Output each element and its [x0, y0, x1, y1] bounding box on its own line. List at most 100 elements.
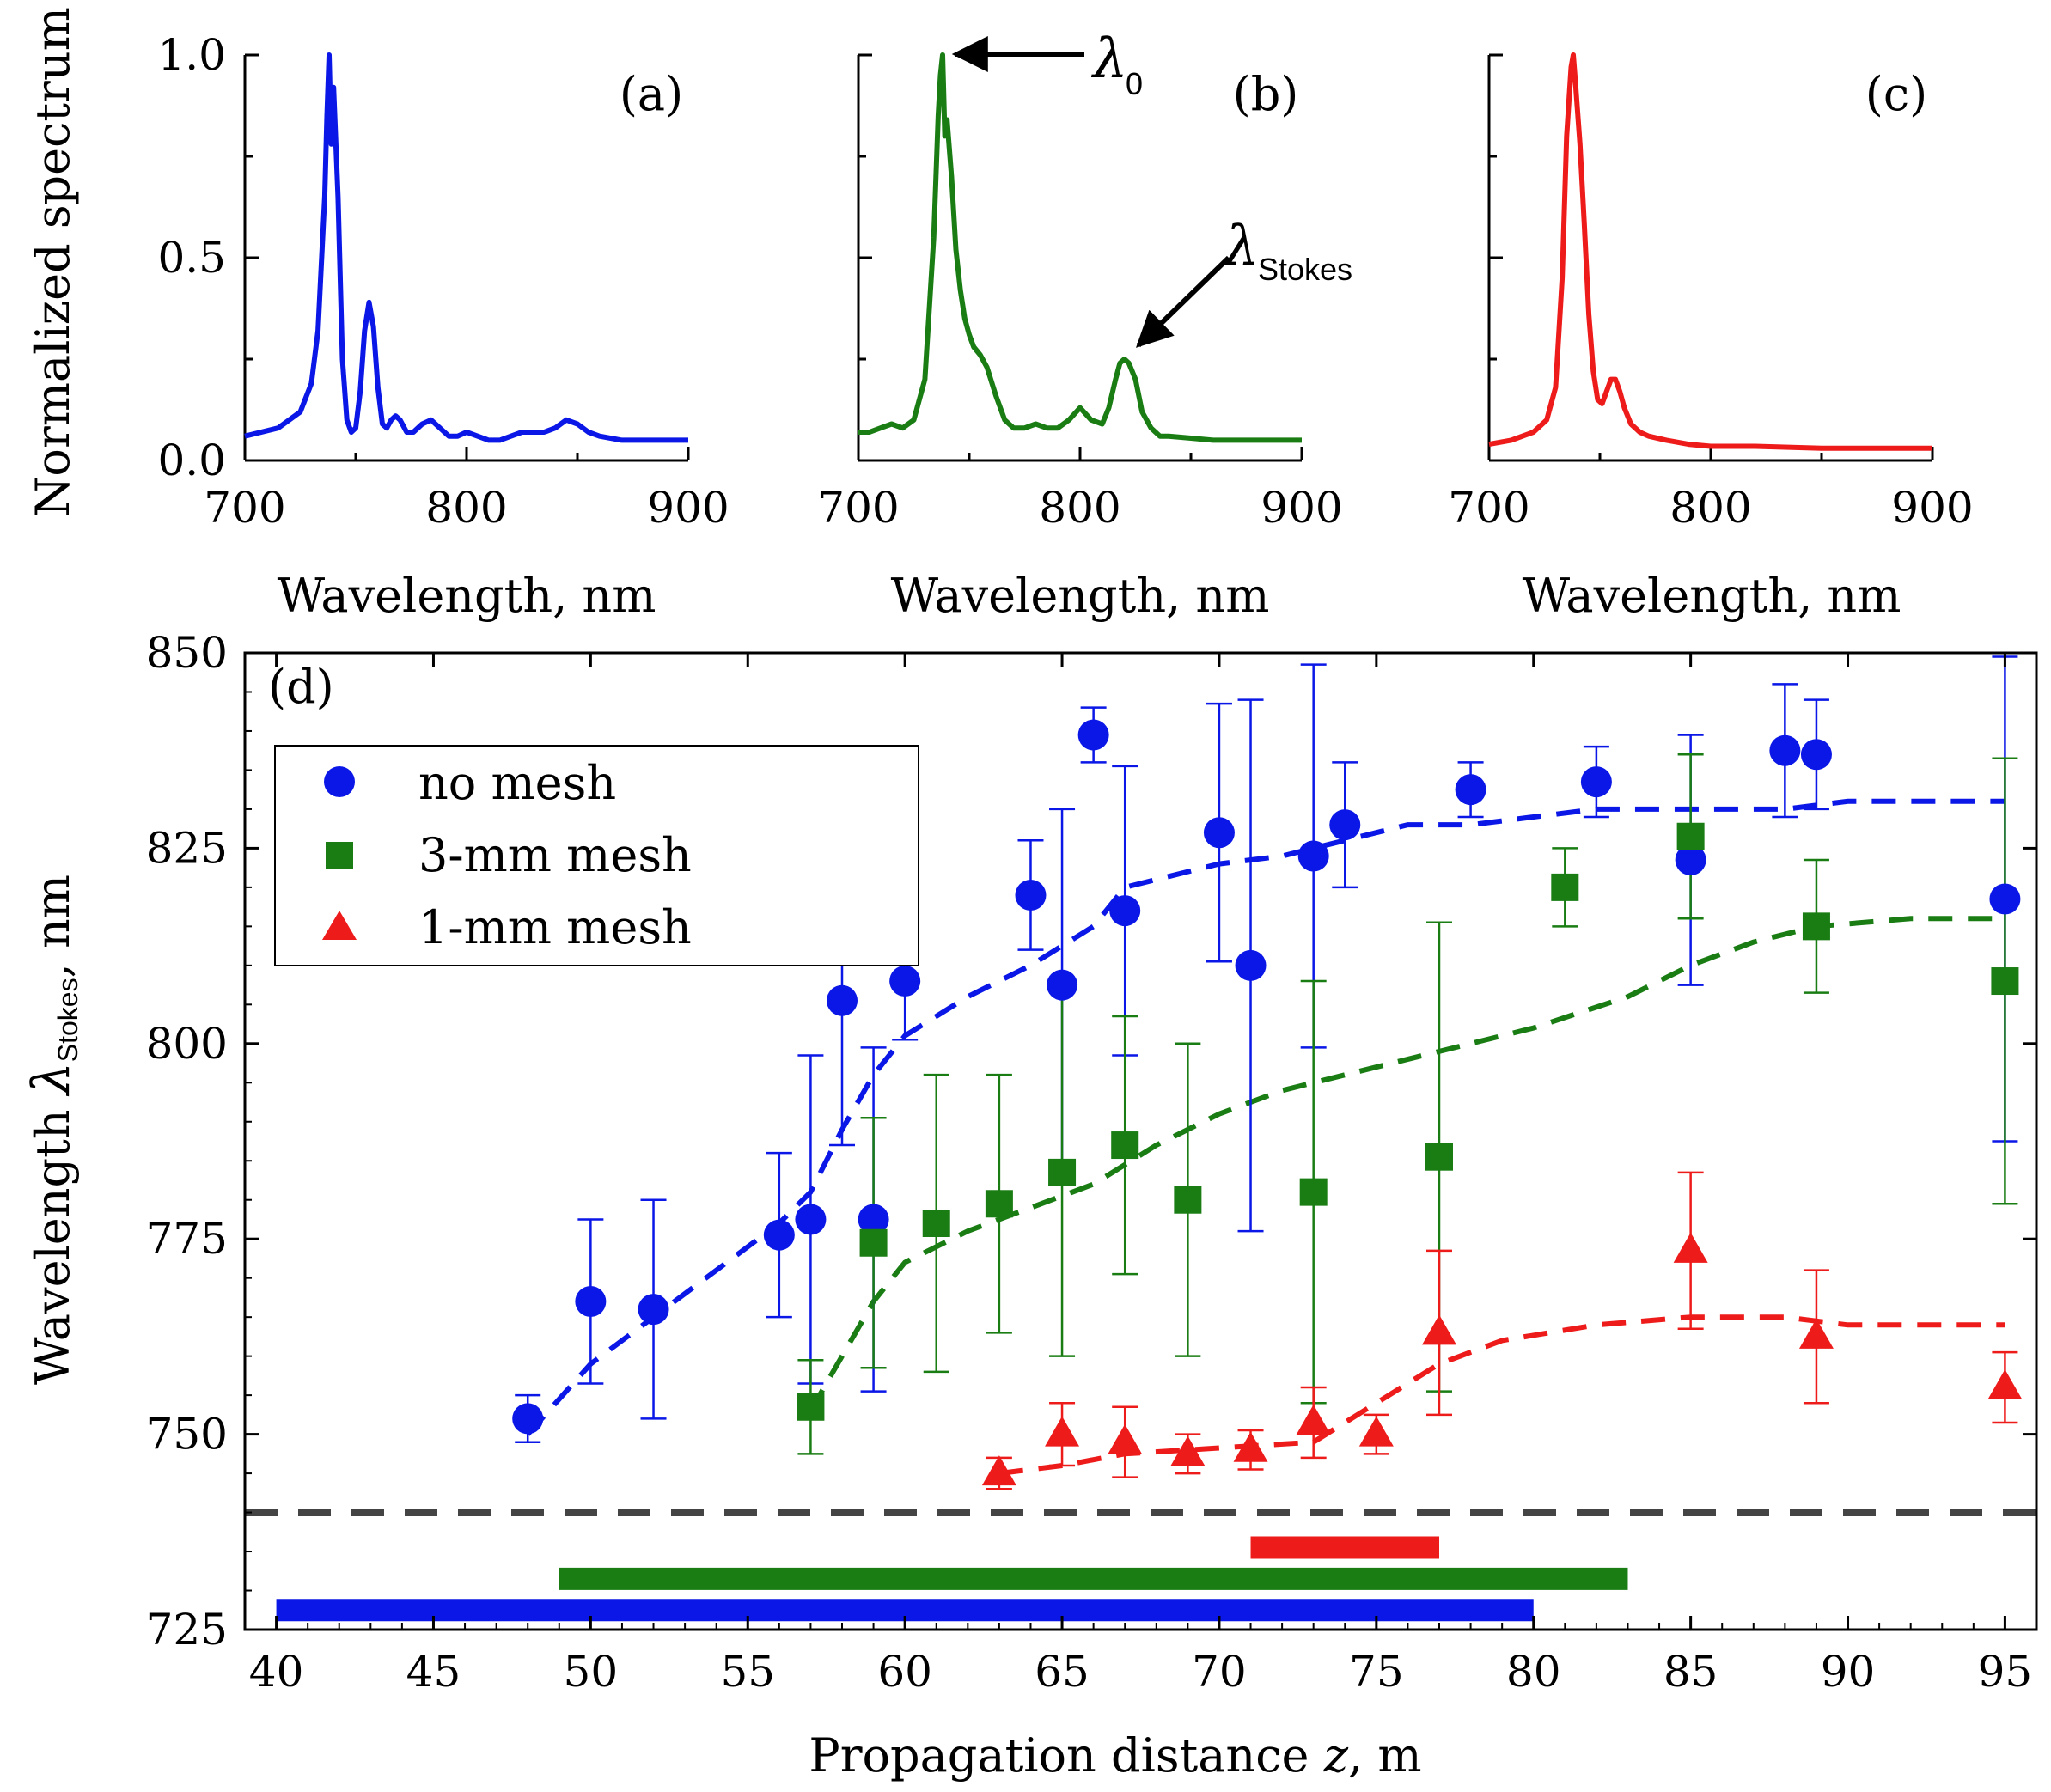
data-point-3mm-mesh [1048, 1158, 1077, 1186]
data-point-1mm-mesh [1358, 1416, 1394, 1447]
data-point-no-mesh [575, 1285, 607, 1317]
fit-lines-layer [525, 798, 2005, 1477]
legend-marker-3mm [326, 842, 353, 869]
lambda0-symbol: λ [1090, 27, 1128, 91]
data-point-1mm-mesh [981, 1455, 1016, 1486]
panel-d-y-tick-label: 850 [146, 628, 228, 678]
data-point-3mm-mesh [1551, 873, 1579, 901]
panel-d-scatter: 40 45 50 55 60 65 70 75 80 85 90 95 725 750 775 800 825 8… [146, 628, 2038, 1697]
data-point-3mm-mesh [1425, 1143, 1453, 1171]
data-points-layer [512, 719, 2023, 1486]
panel-c-x-tick-label: 800 [1669, 483, 1751, 533]
data-point-no-mesh [1297, 840, 1329, 872]
data-point-no-mesh [1015, 879, 1047, 911]
bottom-x-title-prefix: Propagation distance [809, 1728, 1323, 1783]
bottom-x-title-var: z [1323, 1728, 1349, 1783]
data-point-1mm-mesh [1045, 1416, 1080, 1447]
data-point-1mm-mesh [1233, 1431, 1268, 1462]
bottom-y-title-sub: Stokes [52, 978, 83, 1062]
panel-d-x-tick-label: 90 [1821, 1647, 1876, 1697]
data-point-no-mesh [1455, 774, 1486, 806]
panel-d-y-tick-label: 725 [146, 1605, 228, 1655]
data-point-no-mesh [889, 966, 921, 997]
data-point-no-mesh [1203, 817, 1235, 849]
panel-c-spectrum-line [1488, 52, 1932, 451]
panel-a-x-tick-label: 800 [425, 483, 507, 533]
lambda0-subscript: 0 [1126, 66, 1143, 101]
data-point-3mm-mesh [797, 1393, 825, 1421]
data-point-no-mesh [1675, 844, 1706, 876]
fit-line [525, 798, 2005, 1436]
data-point-3mm-mesh [1676, 822, 1705, 850]
data-point-1mm-mesh [1422, 1314, 1456, 1345]
legend: no mesh 3-mm mesh 1-mm mesh [274, 745, 919, 966]
top-y-axis-title: Normalized spectrum [26, 7, 80, 517]
panel-c-spectrum: 700 800 900 (c) [1448, 52, 1974, 533]
panel-b-spectrum: 700 800 900 (b) λ 0 λ Stokes [817, 27, 1352, 533]
data-point-no-mesh [1077, 719, 1109, 751]
panel-d-x-tick-label: 65 [1035, 1647, 1090, 1697]
fit-line [998, 1314, 2005, 1477]
panel-d-x-tick-label: 80 [1506, 1647, 1561, 1697]
panel-b-axes: 700 800 900 [817, 53, 1343, 533]
panel-c-label: (c) [1865, 67, 1927, 121]
panel-c-x-axis-title: Wavelength, nm [1523, 569, 1901, 623]
panel-a-x-axis-title: Wavelength, nm [278, 569, 656, 623]
data-point-3mm-mesh [1991, 967, 2019, 996]
panel-b-x-tick-label: 700 [817, 483, 899, 533]
data-point-1mm-mesh [1798, 1318, 1834, 1349]
panel-a-y-tick-label: 0.5 [157, 233, 226, 283]
range-bar [1250, 1536, 1439, 1559]
data-point-no-mesh [795, 1204, 827, 1235]
data-point-no-mesh [763, 1219, 795, 1251]
data-point-no-mesh [1989, 883, 2021, 915]
data-point-1mm-mesh [1987, 1369, 2023, 1400]
panel-d-x-tick-label: 55 [720, 1647, 775, 1697]
lambda-stokes-subscript: Stokes [1258, 252, 1352, 287]
panel-a-spectrum-line [244, 52, 688, 443]
panel-d-x-tick-label: 95 [1978, 1647, 2033, 1697]
panel-b-line-layer [858, 52, 1302, 443]
data-point-no-mesh [1109, 895, 1141, 927]
data-point-3mm-mesh [859, 1228, 888, 1257]
bottom-y-axis-title: Wavelength λStokes, nm [21, 875, 83, 1385]
data-point-no-mesh [512, 1403, 544, 1435]
lambda-stokes-symbol: λ [1222, 215, 1260, 278]
data-point-no-mesh [1769, 734, 1801, 766]
legend-marker-no-mesh [324, 766, 355, 797]
data-point-no-mesh [858, 1204, 889, 1235]
data-point-3mm-mesh [1111, 1131, 1139, 1160]
panel-d-x-tick-label: 75 [1349, 1647, 1404, 1697]
data-point-1mm-mesh [1673, 1232, 1708, 1263]
data-point-3mm-mesh [922, 1210, 950, 1238]
panel-b-x-tick-label: 800 [1039, 483, 1120, 533]
panel-a-spectrum: 700 800 900 0.0 0.5 1.0 (a) [157, 30, 729, 533]
panel-c-x-tick-label: 700 [1448, 483, 1529, 533]
panel-d-y-tick-label: 800 [146, 1019, 228, 1069]
bottom-x-axis-title: Propagation distance z, m [809, 1728, 1421, 1783]
data-point-no-mesh [1800, 739, 1832, 771]
panel-a-axes: 700 800 900 0.0 0.5 1.0 [157, 30, 729, 533]
panel-b-x-axis-title: Wavelength, nm [891, 569, 1270, 623]
panel-b-spectrum-line [858, 52, 1302, 443]
data-point-1mm-mesh [1108, 1423, 1143, 1454]
data-point-no-mesh [1329, 809, 1361, 841]
panel-d-x-tick-label: 50 [564, 1647, 619, 1697]
data-point-no-mesh [827, 984, 858, 1016]
panel-d-x-tick-label: 85 [1663, 1647, 1718, 1697]
panel-a-line-layer [244, 52, 688, 443]
panel-a-label: (a) [620, 67, 683, 121]
data-point-3mm-mesh [1299, 1178, 1328, 1206]
fit-line [808, 916, 2005, 1412]
panel-c-line-layer [1488, 52, 1932, 451]
data-point-3mm-mesh [1802, 912, 1830, 941]
data-point-no-mesh [1047, 969, 1078, 1001]
legend-label-no-mesh: no mesh [418, 756, 616, 810]
panel-b-x-tick-label: 900 [1261, 483, 1342, 533]
data-point-1mm-mesh [1170, 1435, 1206, 1466]
range-bar [559, 1567, 1628, 1590]
legend-label-3mm: 3-mm mesh [418, 828, 692, 882]
data-point-no-mesh [638, 1294, 669, 1326]
data-point-1mm-mesh [1296, 1404, 1331, 1435]
